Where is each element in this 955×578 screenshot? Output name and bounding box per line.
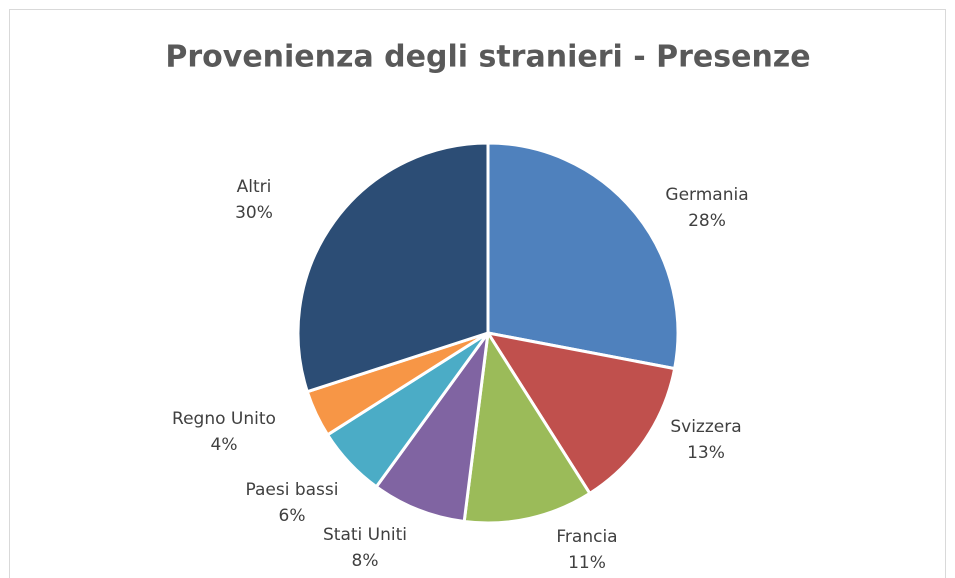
slice-value-label: 4% <box>211 435 238 455</box>
slice-value-label: 30% <box>235 203 273 223</box>
slice-value-label: 6% <box>279 506 306 526</box>
slice-name: Stati Uniti <box>323 525 407 545</box>
pie-slice <box>486 141 680 371</box>
pie-slice <box>296 141 490 394</box>
slice-name: Altri <box>237 177 272 197</box>
chart-title: Provenienza degli stranieri - Presenze <box>165 40 810 75</box>
slice-value-label: 28% <box>688 211 726 231</box>
slice-value-label: 8% <box>352 551 379 571</box>
slice-name: Francia <box>556 527 617 547</box>
pie-slice <box>374 332 490 524</box>
slice-name: Paesi bassi <box>246 480 339 500</box>
slice-name: Svizzera <box>670 417 741 437</box>
slice-name: Regno Unito <box>172 409 276 429</box>
slice-value-label: 13% <box>687 443 725 463</box>
pie-slice <box>462 328 592 525</box>
slice-name: Germania <box>665 185 748 205</box>
slice-value-label: 11% <box>568 553 606 573</box>
pie-slice <box>484 330 677 496</box>
